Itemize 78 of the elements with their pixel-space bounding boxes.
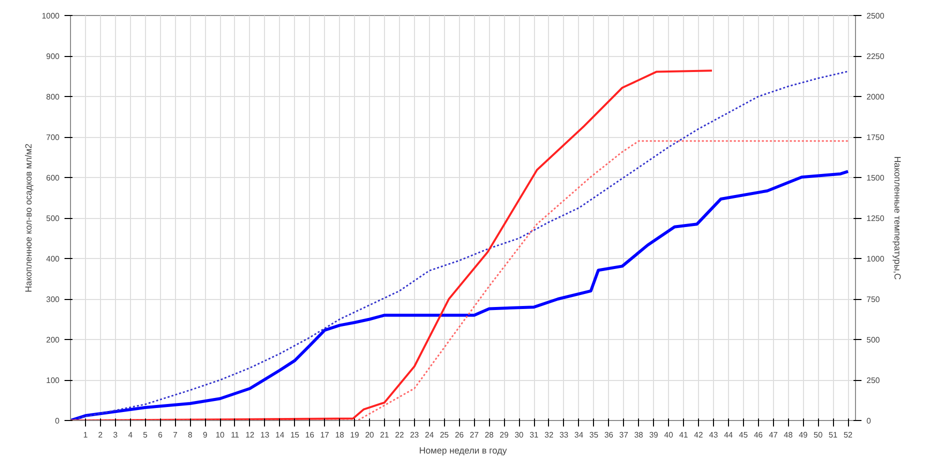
x-tick-label: 27 [470, 430, 480, 440]
x-tick-label: 23 [410, 430, 420, 440]
y-tick-label: 800 [46, 92, 60, 102]
x-tick-label: 22 [395, 430, 404, 440]
y2-tick-label: 2500 [866, 12, 885, 20]
x-tick-label: 12 [245, 430, 255, 440]
x-tick-label: 1 [83, 430, 88, 440]
x-tick-label: 33 [559, 430, 569, 440]
x-tick-label: 47 [768, 430, 778, 440]
x-tick-label: 24 [424, 430, 434, 440]
y2-tick-label: 0 [866, 416, 872, 426]
x-tick-label: 41 [679, 430, 689, 440]
x-tick-label: 50 [814, 430, 824, 440]
y-tick-label: 0 [55, 416, 60, 426]
x-tick-label: 5 [143, 430, 148, 440]
x-tick-label: 16 [305, 430, 315, 440]
x-tick-label: 48 [784, 430, 794, 440]
x-tick-label: 28 [484, 430, 494, 440]
y-tick-label: 100 [46, 376, 60, 385]
x-tick-label: 46 [754, 430, 764, 440]
y-tick-label: 900 [46, 52, 60, 61]
y-tick-label: 1000 [42, 12, 60, 20]
line-series [70, 70, 713, 420]
y-axis-title: Накопленное кол-во осадков мл/м2 [24, 144, 34, 292]
x-tick-label: 37 [619, 430, 629, 440]
x-tick-label: 10 [216, 430, 226, 440]
y2-tick-label: 250 [866, 376, 880, 385]
x-tick-label: 11 [230, 430, 240, 440]
x-tick-label: 25 [440, 430, 450, 440]
x-tick-label: 2 [98, 430, 104, 440]
y2-tick-label: 1750 [866, 133, 885, 142]
x-axis-title: Номер недели в году [419, 446, 508, 456]
x-tick-label: 30 [514, 430, 524, 440]
x-tick-label: 34 [574, 430, 584, 440]
x-tick-label: 35 [589, 430, 599, 440]
x-tick-label: 7 [172, 430, 178, 440]
x-tick-label: 43 [709, 430, 718, 440]
x-tick-label: 4 [128, 430, 134, 440]
y2-tick-label: 500 [866, 336, 880, 344]
x-tick-label: 26 [454, 430, 464, 440]
x-tick-label: 15 [290, 430, 300, 440]
y2-tick-label: 2250 [866, 52, 885, 61]
x-tick-label: 38 [634, 430, 644, 440]
x-tick-label: 13 [260, 430, 270, 440]
x-tick-label: 3 [113, 430, 118, 440]
x-tick-label: 21 [380, 430, 390, 440]
x-tick-label: 19 [350, 430, 360, 440]
x-tick-label: 39 [649, 430, 659, 440]
x-tick-label: 14 [275, 430, 285, 440]
x-tick-label: 6 [158, 430, 163, 440]
x-tick-label: 44 [724, 430, 734, 440]
x-tick-label: 36 [604, 430, 614, 440]
x-tick-label: 9 [202, 430, 208, 440]
x-tick-label: 51 [828, 430, 838, 440]
y-tick-label: 500 [46, 214, 60, 223]
x-tick-label: 40 [664, 430, 674, 440]
y2-tick-label: 1500 [866, 174, 885, 182]
x-tick-label: 45 [738, 430, 748, 440]
y2-axis-title: Накопленные температуры,С [892, 156, 902, 280]
y2-tick-label: 2000 [866, 92, 885, 102]
x-tick-label: 52 [844, 430, 854, 440]
y-tick-label: 700 [46, 133, 60, 142]
y-tick-label: 400 [46, 254, 60, 264]
y-tick-label: 600 [46, 174, 60, 182]
x-tick-label: 49 [798, 430, 808, 440]
x-tick-label: 17 [320, 430, 330, 440]
x-tick-label: 32 [544, 430, 554, 440]
x-tick-label: 42 [694, 430, 704, 440]
y2-tick-label: 1000 [866, 254, 885, 264]
x-tick-label: 31 [530, 430, 540, 440]
x-tick-label: 20 [365, 430, 375, 440]
x-tick-label: 8 [188, 430, 193, 440]
x-tick-label: 29 [500, 430, 510, 440]
y-tick-label: 200 [46, 336, 60, 344]
y-tick-label: 300 [46, 295, 60, 304]
y2-tick-label: 750 [866, 295, 880, 304]
x-tick-label: 18 [335, 430, 345, 440]
y2-tick-label: 1250 [866, 214, 885, 223]
